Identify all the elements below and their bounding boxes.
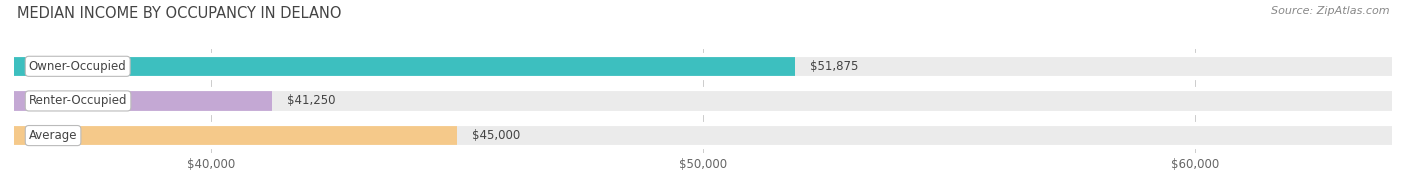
Text: $45,000: $45,000 xyxy=(472,129,520,142)
Text: Source: ZipAtlas.com: Source: ZipAtlas.com xyxy=(1271,6,1389,16)
Text: MEDIAN INCOME BY OCCUPANCY IN DELANO: MEDIAN INCOME BY OCCUPANCY IN DELANO xyxy=(17,6,342,21)
Text: $51,875: $51,875 xyxy=(810,60,859,73)
Text: Average: Average xyxy=(30,129,77,142)
Bar xyxy=(14,124,457,147)
Text: $41,250: $41,250 xyxy=(287,94,336,107)
Text: Owner-Occupied: Owner-Occupied xyxy=(30,60,127,73)
Bar xyxy=(14,89,273,113)
Bar xyxy=(14,124,1392,147)
Bar xyxy=(14,54,796,78)
Bar xyxy=(14,89,1392,113)
Text: Renter-Occupied: Renter-Occupied xyxy=(30,94,128,107)
Bar xyxy=(14,54,1392,78)
